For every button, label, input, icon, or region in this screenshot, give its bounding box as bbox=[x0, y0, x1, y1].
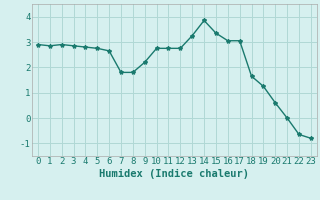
X-axis label: Humidex (Indice chaleur): Humidex (Indice chaleur) bbox=[100, 169, 249, 179]
